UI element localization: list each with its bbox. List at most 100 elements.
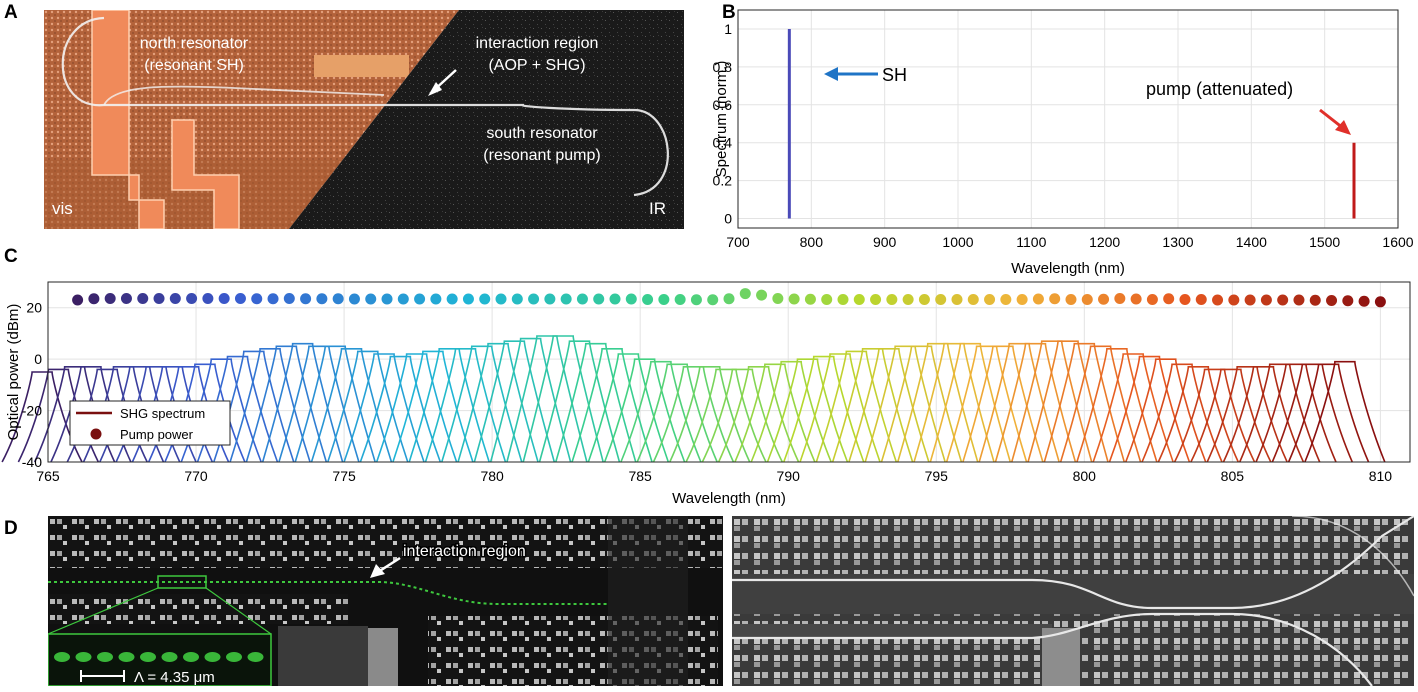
shg-spectrum-line bbox=[1108, 355, 1191, 463]
shg-spectrum-line bbox=[945, 345, 1028, 463]
legend-dot-swatch bbox=[90, 428, 102, 440]
shg-spectrum-line bbox=[392, 350, 474, 463]
c-ytick-label: -40 bbox=[22, 454, 42, 470]
sh-annotation: SH bbox=[882, 65, 907, 85]
poling-period-spot bbox=[118, 652, 135, 662]
pump-power-point bbox=[1146, 293, 1158, 305]
panel-c-shg-chart: 765 770 775 780 785 790 795 800 805 810-40-20020 … bbox=[1, 281, 1411, 507]
pump-power-point bbox=[1358, 295, 1370, 307]
panel-a-letter: A bbox=[4, 2, 18, 23]
shg-spectrum-line bbox=[1043, 342, 1126, 463]
pump-power-point bbox=[560, 293, 572, 305]
b-ytick-label: 0.6 bbox=[713, 97, 733, 113]
shg-spectrum-line bbox=[294, 345, 376, 463]
shg-spectrum-line bbox=[978, 342, 1060, 463]
pump-power-point bbox=[593, 293, 605, 305]
shg-spectrum-line bbox=[489, 337, 572, 463]
d-interaction-label: interaction region bbox=[403, 543, 526, 560]
pump-power-point bbox=[218, 292, 230, 304]
pump-power-point bbox=[1163, 293, 1175, 305]
shg-spectrum-line bbox=[880, 345, 963, 463]
b-xtick-label: 900 bbox=[873, 234, 897, 250]
pump-power-point bbox=[1032, 293, 1044, 305]
poling-period-spot bbox=[75, 652, 92, 662]
shg-spectrum-line bbox=[685, 368, 767, 463]
c-xtick-label: 765 bbox=[36, 468, 60, 484]
shg-spectrum-line bbox=[1125, 358, 1207, 463]
pump-power-point bbox=[642, 293, 654, 305]
shg-spectrum-line bbox=[1059, 345, 1142, 463]
pump-power-point bbox=[1374, 296, 1386, 308]
shg-spectrum-line bbox=[766, 358, 849, 463]
shg-spectrum-line bbox=[359, 355, 442, 463]
south-resonator-label: south resonator bbox=[486, 125, 598, 142]
d-interaction-arrow bbox=[377, 556, 401, 574]
pump-power-point bbox=[300, 293, 312, 305]
pump-power-point bbox=[690, 294, 702, 306]
pump-power-point bbox=[1342, 295, 1354, 307]
shg-spectrum-line bbox=[1092, 353, 1174, 463]
c-xtick-label: 795 bbox=[925, 468, 949, 484]
pump-power-point bbox=[1130, 293, 1142, 305]
shg-spectrum-line bbox=[1173, 368, 1256, 463]
pump-power-point bbox=[153, 292, 165, 304]
pump-power-point bbox=[1098, 293, 1110, 305]
pump-power-point bbox=[72, 294, 84, 306]
legend-shg-spectrum: SHG spectrum bbox=[120, 406, 205, 421]
panel-b-letter: B bbox=[722, 2, 736, 23]
pump-power-point bbox=[1228, 294, 1240, 306]
panel-d-micrograph: Λ = 4.35 μm interaction region bbox=[48, 516, 723, 686]
pump-power-point bbox=[1244, 294, 1256, 306]
pump-power-point bbox=[674, 293, 686, 305]
b-xtick-label: 1600 bbox=[1382, 234, 1413, 250]
b-xtick-label: 1500 bbox=[1309, 234, 1340, 250]
shg-spectrum-line bbox=[962, 345, 1044, 463]
pump-power-point bbox=[739, 288, 751, 300]
pump-power-point bbox=[870, 293, 882, 305]
c-xtick-label: 805 bbox=[1221, 468, 1245, 484]
pump-power-point bbox=[283, 292, 295, 304]
shg-spectrum-line bbox=[929, 342, 1012, 463]
pump-power-point bbox=[886, 293, 898, 305]
shg-spectrum-line bbox=[1, 371, 83, 463]
inset-period-label: Λ = 4.35 μm bbox=[134, 669, 215, 686]
shg-spectrum-line bbox=[1222, 366, 1305, 463]
pump-power-point bbox=[1326, 295, 1338, 307]
shg-spectrum-line bbox=[538, 340, 621, 463]
b-ytick-label: 0.4 bbox=[713, 135, 733, 151]
poling-period-spot bbox=[226, 652, 242, 662]
pump-power-point bbox=[495, 293, 507, 305]
b-xtick-label: 1200 bbox=[1089, 234, 1120, 250]
pump-power-point bbox=[1000, 293, 1012, 305]
pump-power-point bbox=[821, 293, 833, 305]
pump-power-point bbox=[251, 293, 263, 305]
poling-period-spot bbox=[161, 652, 178, 662]
pump-power-point bbox=[772, 292, 784, 304]
pump-power-point bbox=[1114, 292, 1126, 304]
pump-power-point bbox=[853, 293, 865, 305]
panel-a-micrograph: north resonator (resonant SH) interactio… bbox=[44, 10, 684, 229]
shg-spectrum-line bbox=[701, 368, 784, 463]
svg-text:(resonant pump): (resonant pump) bbox=[483, 147, 600, 164]
shg-spectrum-line bbox=[278, 345, 360, 463]
b-xtick-label: 1000 bbox=[942, 234, 973, 250]
panel-b-spectrum-chart: 700 800 900 1000 1100 1200 1300 1400 1500 1600 0 0.… bbox=[713, 9, 1414, 277]
pump-power-point bbox=[837, 293, 849, 305]
shg-spectrum-line bbox=[457, 342, 539, 463]
pump-power-point bbox=[186, 292, 198, 304]
svg-text:(AOP + SHG): (AOP + SHG) bbox=[488, 57, 585, 74]
shg-spectrum-line bbox=[994, 342, 1077, 463]
shg-spectrum-line bbox=[717, 366, 800, 463]
pump-power-point bbox=[332, 293, 344, 305]
pump-power-point bbox=[348, 293, 360, 305]
shg-spectrum-line bbox=[848, 348, 930, 463]
b-ytick-label: 1 bbox=[724, 21, 732, 37]
pump-power-point bbox=[462, 293, 474, 305]
e-upper-waveguide bbox=[732, 516, 1414, 610]
pump-power-point bbox=[658, 293, 670, 305]
pump-power-point bbox=[169, 292, 181, 304]
e-lower-waveguide bbox=[732, 612, 1373, 686]
shg-spectrum-line bbox=[1271, 363, 1353, 463]
vis-label: vis bbox=[52, 199, 73, 218]
pump-power-point bbox=[267, 293, 279, 305]
